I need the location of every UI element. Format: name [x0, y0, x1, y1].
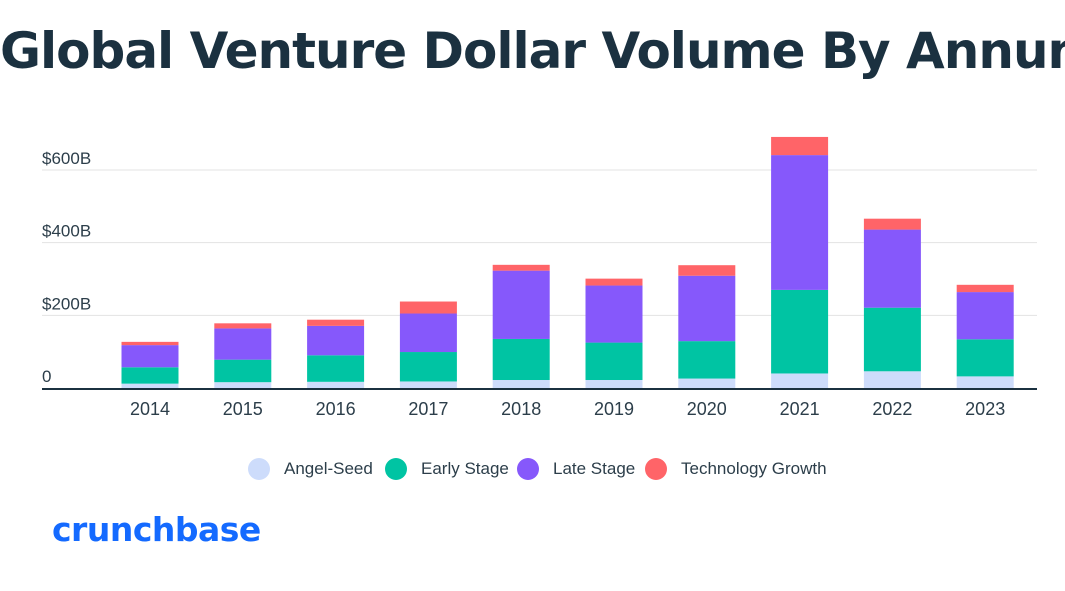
bar-segment-technology-growth-2022: [863, 218, 921, 230]
bar-segment-angel-seed-2023: [956, 376, 1014, 388]
bar-segment-early-stage-2019: [585, 342, 643, 381]
bar-segment-early-stage-2017: [399, 352, 457, 382]
bar-segment-technology-growth-2021: [771, 136, 829, 156]
x-tick-label: 2021: [780, 399, 820, 419]
bar-stack-2020: [678, 265, 736, 388]
bar-segment-late-stage-2020: [678, 275, 736, 342]
crunchbase-logo: crunchbase: [52, 510, 261, 549]
bar-segment-early-stage-2020: [678, 341, 736, 379]
bar-segment-angel-seed-2021: [771, 373, 829, 388]
bar-segment-early-stage-2021: [771, 289, 829, 374]
bar-segment-angel-seed-2014: [121, 383, 179, 388]
legend-swatch: [248, 458, 270, 480]
legend-label: Angel-Seed: [284, 459, 373, 478]
legend: Angel-Seed Early Stage Late Stage Technolog…: [0, 455, 1065, 483]
bar-segment-late-stage-2017: [399, 313, 457, 353]
bar-segment-early-stage-2015: [214, 359, 272, 383]
y-axis-tick-labels: 0 $200B $400B $600B: [42, 149, 91, 386]
bar-segment-technology-growth-2015: [214, 323, 272, 329]
bar-segment-late-stage-2022: [863, 229, 921, 308]
bar-segment-late-stage-2016: [307, 325, 365, 356]
bar-segment-angel-seed-2018: [492, 380, 550, 388]
bar-segment-angel-seed-2016: [307, 381, 365, 388]
bar-segment-late-stage-2023: [956, 292, 1014, 340]
legend-item-late-stage: Late Stage: [517, 455, 635, 483]
x-tick-label: 2017: [408, 399, 448, 419]
bar-stack-2022: [863, 218, 921, 388]
bar-segment-early-stage-2023: [956, 339, 1014, 377]
x-tick-label: 2022: [872, 399, 912, 419]
bar-stack-2018: [492, 264, 550, 388]
bar-segment-early-stage-2022: [863, 307, 921, 372]
bar-segment-late-stage-2021: [771, 155, 829, 290]
bar-segment-technology-growth-2014: [121, 341, 179, 346]
bar-segment-technology-growth-2020: [678, 265, 736, 276]
y-tick-label: $400B: [42, 222, 91, 241]
x-tick-label: 2015: [223, 399, 263, 419]
bar-segment-angel-seed-2022: [863, 371, 921, 388]
legend-item-early-stage: Early Stage: [385, 455, 509, 483]
legend-item-angel-seed: Angel-Seed: [248, 455, 373, 483]
x-tick-label: 2014: [130, 399, 170, 419]
y-tick-label: 0: [42, 367, 51, 386]
bar-stack-2016: [307, 319, 365, 388]
bar-segment-late-stage-2014: [121, 345, 179, 368]
x-tick-label: 2019: [594, 399, 634, 419]
bar-segment-early-stage-2016: [307, 355, 365, 382]
legend-swatch: [517, 458, 539, 480]
bar-segment-angel-seed-2019: [585, 380, 643, 388]
bar-stack-2017: [399, 301, 457, 388]
bar-segment-angel-seed-2015: [214, 382, 272, 388]
bar-stack-2021: [771, 136, 829, 388]
chart-title: Global Venture Dollar Volume By Annum: [0, 22, 1065, 80]
legend-label: Late Stage: [553, 459, 636, 478]
bar-segment-angel-seed-2017: [399, 381, 457, 388]
bar-segment-technology-growth-2023: [956, 284, 1014, 293]
x-tick-label: 2016: [316, 399, 356, 419]
bar-segment-technology-growth-2018: [492, 264, 550, 271]
bar-segment-early-stage-2014: [121, 367, 179, 384]
legend-item-technology-growth: Technology Growth: [645, 455, 827, 483]
y-tick-label: $600B: [42, 149, 91, 168]
legend-label: Technology Growth: [681, 459, 827, 478]
legend-swatch: [645, 458, 667, 480]
bar-segment-angel-seed-2020: [678, 378, 736, 388]
bar-stack-2015: [214, 323, 272, 388]
legend-label: Early Stage: [421, 459, 509, 478]
bar-segment-technology-growth-2017: [399, 301, 457, 314]
legend-swatch: [385, 458, 407, 480]
bar-segment-technology-growth-2016: [307, 319, 365, 326]
x-tick-label: 2018: [501, 399, 541, 419]
bar-segment-early-stage-2018: [492, 338, 550, 381]
y-tick-label: $200B: [42, 294, 91, 313]
bar-segment-late-stage-2018: [492, 270, 550, 339]
x-axis-tick-labels: 2014 2015 2016 2017 2018 2019 2020 2021 2022 2023: [130, 399, 1005, 419]
bar-stack-2014: [121, 341, 179, 388]
stacked-bars: [121, 136, 1014, 388]
bar-stack-2019: [585, 278, 643, 388]
bar-segment-late-stage-2015: [214, 328, 272, 360]
x-tick-label: 2020: [687, 399, 727, 419]
bar-stack-2023: [956, 284, 1014, 388]
x-tick-label: 2023: [965, 399, 1005, 419]
bar-segment-technology-growth-2019: [585, 278, 643, 286]
bar-segment-late-stage-2019: [585, 285, 643, 343]
